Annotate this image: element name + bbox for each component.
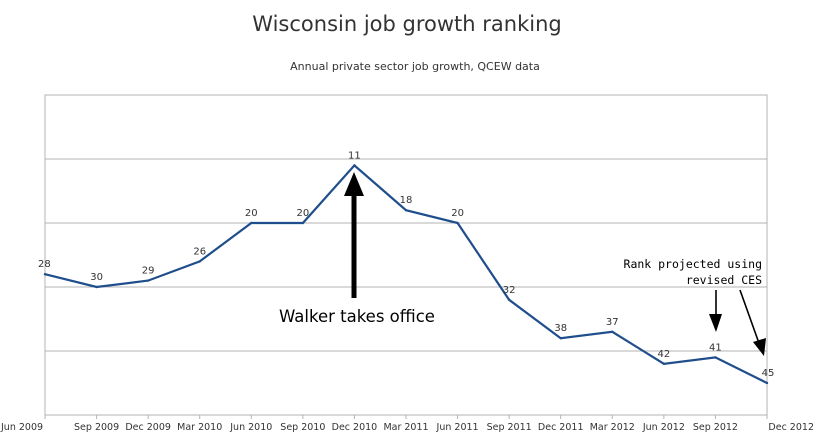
data-point-4 xyxy=(250,221,253,225)
x-axis-ticks: Jun 2009 Sep 2009 Dec 2009 Mar 2010 Jun 2010… xyxy=(0,415,814,433)
data-point-12 xyxy=(662,362,666,365)
data-point-9 xyxy=(507,298,511,301)
projection-arrow-2 xyxy=(739,289,761,347)
walker-arrow-head xyxy=(344,172,364,196)
series-line-layer xyxy=(43,163,769,385)
projection-label-line1: Rank projected using xyxy=(624,257,762,271)
data-label-8: 20 xyxy=(451,208,464,219)
data-label-3: 26 xyxy=(193,246,206,257)
x-tick-label-6: Dec 2010 xyxy=(332,422,378,433)
data-label-14: 45 xyxy=(762,368,775,379)
projection-arrow-1-head xyxy=(709,314,722,332)
data-point-1 xyxy=(95,285,98,289)
data-label-1: 30 xyxy=(90,272,103,283)
walker-label: Walker takes office xyxy=(279,307,435,326)
x-tick-label-5: Sep 2010 xyxy=(280,422,325,433)
projection-arrow-2-head xyxy=(753,338,766,356)
data-point-2 xyxy=(146,279,150,282)
x-tick-label-2: Dec 2009 xyxy=(125,422,171,433)
data-point-0 xyxy=(43,273,47,276)
data-point-10 xyxy=(559,337,562,340)
data-point-8 xyxy=(456,221,459,225)
data-label-9: 32 xyxy=(503,285,516,296)
plot-frame xyxy=(44,94,768,416)
x-tick-label-14: Dec 2012 xyxy=(768,422,814,433)
data-point-6 xyxy=(353,164,356,167)
x-tick-label-10: Dec 2011 xyxy=(538,422,584,433)
x-tick-label-11: Mar 2012 xyxy=(590,422,635,433)
data-label-2: 29 xyxy=(142,266,155,277)
data-point-14 xyxy=(765,381,769,385)
data-point-5 xyxy=(301,221,305,225)
data-label-10: 38 xyxy=(554,323,567,334)
x-tick-label-3: Mar 2010 xyxy=(177,422,222,433)
projection-annotation: Rank projected using revised CES xyxy=(624,257,766,356)
data-label-5: 20 xyxy=(296,208,309,219)
projection-label-line2: revised CES xyxy=(686,273,762,287)
x-tick-label-7: Mar 2011 xyxy=(383,422,428,433)
x-tick-label-0: Jun 2009 xyxy=(0,422,43,433)
x-tick-label-12: Jun 2012 xyxy=(642,422,685,433)
data-label-0: 28 xyxy=(38,259,51,270)
data-point-13 xyxy=(714,356,717,359)
data-label-4: 20 xyxy=(245,208,258,219)
chart-subtitle: Annual private sector job growth, QCEW d… xyxy=(290,60,540,73)
walker-annotation: Walker takes office xyxy=(279,172,435,326)
x-tick-label-13: Sep 2012 xyxy=(693,422,738,433)
data-label-7: 18 xyxy=(400,195,413,206)
data-label-6: 11 xyxy=(348,150,361,161)
x-tick-label-8: Jun 2011 xyxy=(436,422,479,433)
data-label-11: 37 xyxy=(606,317,619,328)
data-label-13: 41 xyxy=(709,342,722,353)
data-labels: 28 30 29 26 20 20 11 18 20 32 38 37 42 41 45 xyxy=(38,150,774,379)
chart-title: Wisconsin job growth ranking xyxy=(252,12,561,36)
data-point-11 xyxy=(611,330,614,333)
data-point-7 xyxy=(404,209,408,212)
x-tick-label-4: Jun 2010 xyxy=(229,422,272,433)
gridlines xyxy=(45,158,767,352)
x-tick-label-1: Sep 2009 xyxy=(74,422,119,433)
data-label-12: 42 xyxy=(657,349,670,360)
data-point-3 xyxy=(198,260,201,263)
x-tick-label-9: Sep 2011 xyxy=(487,422,532,433)
